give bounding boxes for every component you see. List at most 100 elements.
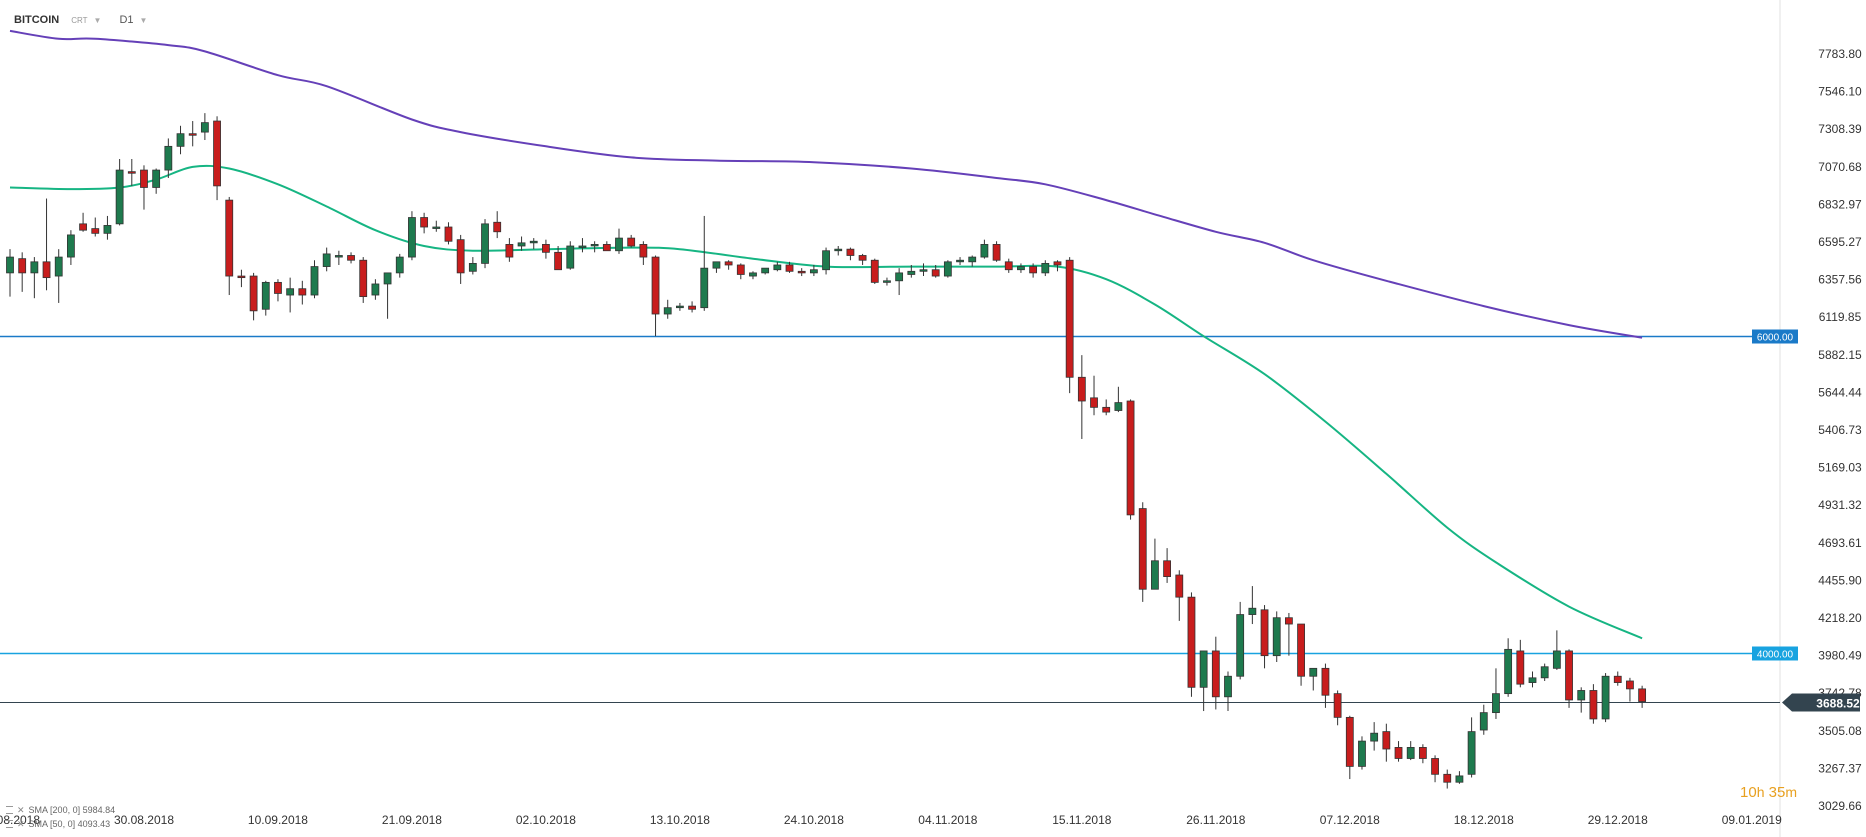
candle-body[interactable] — [420, 217, 429, 228]
candle-body[interactable] — [30, 261, 39, 274]
candle-body[interactable] — [1358, 740, 1366, 767]
candle-body[interactable] — [140, 169, 148, 188]
chart-type-selector[interactable]: CRT — [71, 15, 88, 25]
candle-body[interactable] — [1065, 259, 1074, 378]
candle-body[interactable] — [213, 120, 221, 187]
candle-body[interactable] — [371, 283, 380, 296]
candle-body[interactable] — [6, 256, 14, 274]
candle-body[interactable] — [919, 269, 928, 272]
candle-body[interactable] — [627, 237, 636, 247]
candle-body[interactable] — [444, 226, 453, 242]
candle-body[interactable] — [542, 244, 550, 253]
candle-body[interactable] — [456, 239, 465, 274]
candle-body[interactable] — [1577, 690, 1586, 701]
candle-body[interactable] — [1272, 617, 1281, 657]
candle-body[interactable] — [1479, 712, 1488, 731]
candle-body[interactable] — [249, 275, 258, 312]
candle-body[interactable] — [1236, 614, 1245, 677]
candle-body[interactable] — [895, 272, 904, 282]
candle-body[interactable] — [1504, 648, 1513, 695]
candle-body[interactable] — [761, 267, 770, 274]
candle-body[interactable] — [1394, 747, 1403, 759]
candle-body[interactable] — [688, 305, 696, 310]
candle-body[interactable] — [590, 244, 599, 247]
candle-body[interactable] — [1114, 402, 1123, 411]
candle-body[interactable] — [1090, 397, 1098, 408]
candle-body[interactable] — [1528, 677, 1537, 683]
candle-body[interactable] — [1004, 261, 1013, 271]
candle-body[interactable] — [1017, 266, 1025, 271]
candle-body[interactable] — [736, 264, 745, 275]
candle-body[interactable] — [749, 272, 757, 277]
candle-body[interactable] — [493, 221, 502, 233]
candle-body[interactable] — [505, 244, 514, 258]
candle-body[interactable] — [992, 244, 1001, 261]
candle-body[interactable] — [1175, 574, 1184, 598]
candle-body[interactable] — [1053, 261, 1062, 266]
candle-body[interactable] — [1516, 650, 1525, 685]
candle-body[interactable] — [1102, 406, 1111, 413]
candle-body[interactable] — [176, 133, 185, 147]
candle-body[interactable] — [1382, 731, 1391, 750]
candle-body[interactable] — [578, 245, 587, 248]
candle-body[interactable] — [907, 270, 916, 275]
candle-body[interactable] — [67, 234, 75, 258]
candle-body[interactable] — [639, 244, 648, 258]
candle-body[interactable] — [91, 228, 100, 234]
candle-body[interactable] — [408, 217, 416, 258]
candle-body[interactable] — [1041, 262, 1050, 274]
candle-body[interactable] — [1455, 775, 1464, 783]
candle-body[interactable] — [347, 255, 355, 261]
candle-body[interactable] — [724, 261, 733, 266]
candle-body[interactable] — [334, 255, 343, 258]
candle-body[interactable] — [1345, 716, 1354, 767]
candle-body[interactable] — [359, 259, 368, 298]
candle-body[interactable] — [870, 259, 879, 283]
candle-body[interactable] — [883, 280, 891, 283]
candle-body[interactable] — [517, 242, 526, 247]
candle-body[interactable] — [152, 169, 161, 188]
candle-body[interactable] — [1260, 609, 1269, 657]
indicator-icon[interactable] — [6, 806, 13, 814]
candle-body[interactable] — [79, 223, 87, 231]
candle-body[interactable] — [773, 264, 782, 271]
candle-body[interactable] — [943, 261, 952, 277]
candle-body[interactable] — [1321, 667, 1330, 696]
interval-selector[interactable]: D1 — [119, 14, 134, 26]
candle-body[interactable] — [432, 226, 441, 229]
chevron-down-icon[interactable]: ▼ — [93, 15, 102, 25]
candle-body[interactable] — [785, 264, 794, 272]
candle-body[interactable] — [1077, 376, 1086, 402]
candle-body[interactable] — [1467, 731, 1476, 775]
symbol-label[interactable]: BITCOIN — [14, 14, 60, 26]
candle-body[interactable] — [200, 122, 209, 133]
candle-body[interactable] — [676, 305, 684, 309]
candle-body[interactable] — [566, 245, 575, 269]
candle-body[interactable] — [554, 251, 562, 271]
candle-body[interactable] — [846, 248, 855, 256]
candle-body[interactable] — [1163, 560, 1171, 577]
candle-body[interactable] — [286, 288, 295, 296]
candle-body[interactable] — [322, 253, 331, 267]
candle-body[interactable] — [1248, 607, 1257, 615]
candle-body[interactable] — [1309, 667, 1318, 677]
candle-body[interactable] — [481, 223, 489, 264]
candle-body[interactable] — [103, 225, 112, 234]
candle-body[interactable] — [1297, 623, 1305, 677]
candle-body[interactable] — [1224, 675, 1232, 698]
candle-body[interactable] — [700, 267, 709, 309]
candle-body[interactable] — [1285, 617, 1293, 625]
candle-body[interactable] — [529, 240, 538, 244]
candle-body[interactable] — [261, 281, 270, 310]
candle-body[interactable] — [980, 244, 989, 258]
candle-body[interactable] — [1565, 650, 1573, 701]
candle-body[interactable] — [1589, 690, 1598, 720]
candle-body[interactable] — [1431, 758, 1439, 775]
candle-body[interactable] — [237, 275, 246, 279]
candle-body[interactable] — [809, 269, 818, 274]
candle-body[interactable] — [1370, 732, 1379, 742]
candle-body[interactable] — [1418, 747, 1427, 759]
candle-body[interactable] — [225, 199, 234, 277]
candle-body[interactable] — [395, 256, 404, 274]
